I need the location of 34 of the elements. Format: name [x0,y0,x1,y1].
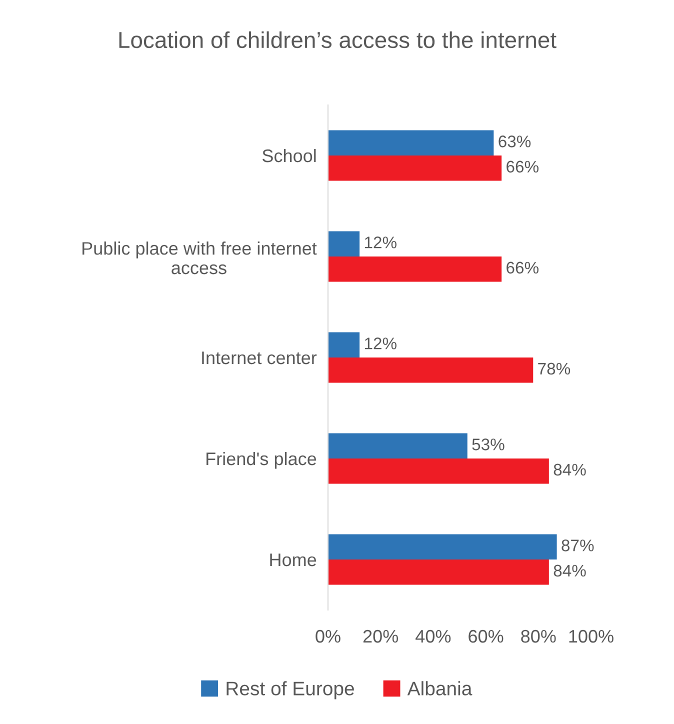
data-label: 12% [365,338,396,350]
bar [328,458,549,484]
data-label: 63% [498,136,531,148]
bar [328,130,494,156]
bar [328,433,468,458]
y-tick-label: Internet center [202,352,317,364]
data-label: 87% [562,540,594,552]
bar [328,358,534,383]
bar [328,332,360,358]
bar [328,534,557,560]
data-label: 53% [472,438,504,450]
x-tick-label: 0% [316,630,340,643]
data-label: 12% [365,236,396,248]
x-tick-label: 20% [363,630,398,643]
data-label: 66% [506,160,539,173]
y-tick-label: Friend's place [206,452,316,469]
legend-label: Albania [407,681,472,696]
y-tick-label: School [262,148,316,162]
bar [328,560,549,585]
data-label: 66% [506,262,539,274]
x-tick-label: 60% [468,630,504,643]
x-tick-label: 40% [416,630,451,643]
legend-label: Rest of Europe [226,681,354,700]
y-tick-label: Home [270,554,316,566]
data-label: 84% [554,464,586,476]
data-label: 78% [538,362,570,375]
bar [328,156,502,181]
data-label: 84% [554,564,586,577]
chart-title: Location of children’s access to the internet [119,31,556,48]
bar [328,231,360,256]
y-tick-label: Public place with free internet access [82,242,317,274]
x-tick-label: 80% [521,630,556,643]
bar [328,256,502,282]
x-tick-label: 100% [569,630,614,643]
